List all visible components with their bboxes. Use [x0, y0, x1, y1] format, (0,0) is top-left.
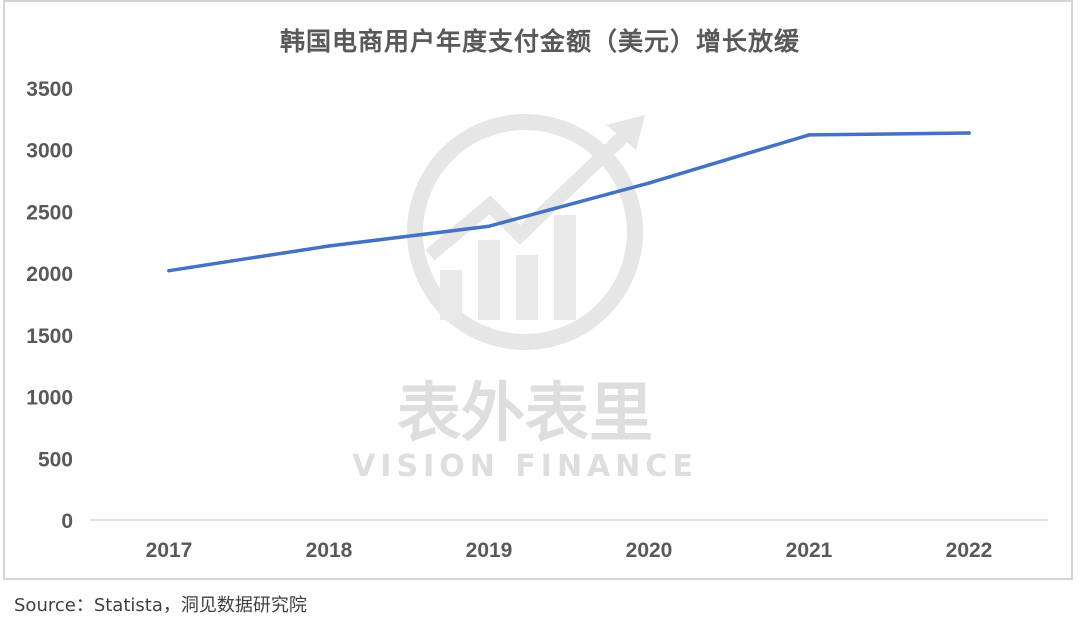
y-tick-label: 3500 — [26, 78, 73, 101]
y-tick-label: 2000 — [26, 263, 73, 286]
data-point — [167, 268, 171, 273]
x-tick-label: 2019 — [466, 539, 513, 562]
y-tick-label: 1000 — [26, 387, 73, 410]
source-note: Source：Statista，洞见数据研究院 — [14, 595, 307, 616]
y-tick-label: 500 — [38, 448, 73, 471]
data-point — [967, 131, 971, 135]
y-axis: 0 500 1000 1500 2000 2500 3000 3500 — [26, 78, 73, 533]
y-tick-label: 1500 — [26, 325, 73, 348]
data-point — [647, 181, 651, 185]
x-tick-label: 2020 — [626, 539, 673, 562]
x-tick-label: 2021 — [786, 539, 833, 562]
watermark-logo: 表外表里 VISION FINANCE — [352, 114, 698, 484]
x-tick-label: 2017 — [146, 539, 193, 562]
watermark-en: VISION FINANCE — [352, 449, 698, 484]
x-tick-label: 2018 — [306, 539, 353, 562]
y-tick-label: 2500 — [26, 201, 73, 224]
watermark-cn: 表外表里 — [397, 377, 653, 451]
y-tick-label: 0 — [61, 510, 73, 533]
series-group — [167, 131, 971, 273]
series-line — [167, 131, 971, 273]
y-tick-label: 3000 — [26, 140, 73, 163]
chart-title: 韩国电商用户年度支付金额（美元）增长放缓 — [279, 27, 800, 56]
data-point — [807, 133, 811, 137]
data-point — [327, 244, 331, 248]
data-point — [487, 224, 491, 229]
x-axis: 2017 2018 2019 2020 2021 2022 — [146, 539, 993, 562]
x-tick-label: 2022 — [946, 539, 993, 562]
